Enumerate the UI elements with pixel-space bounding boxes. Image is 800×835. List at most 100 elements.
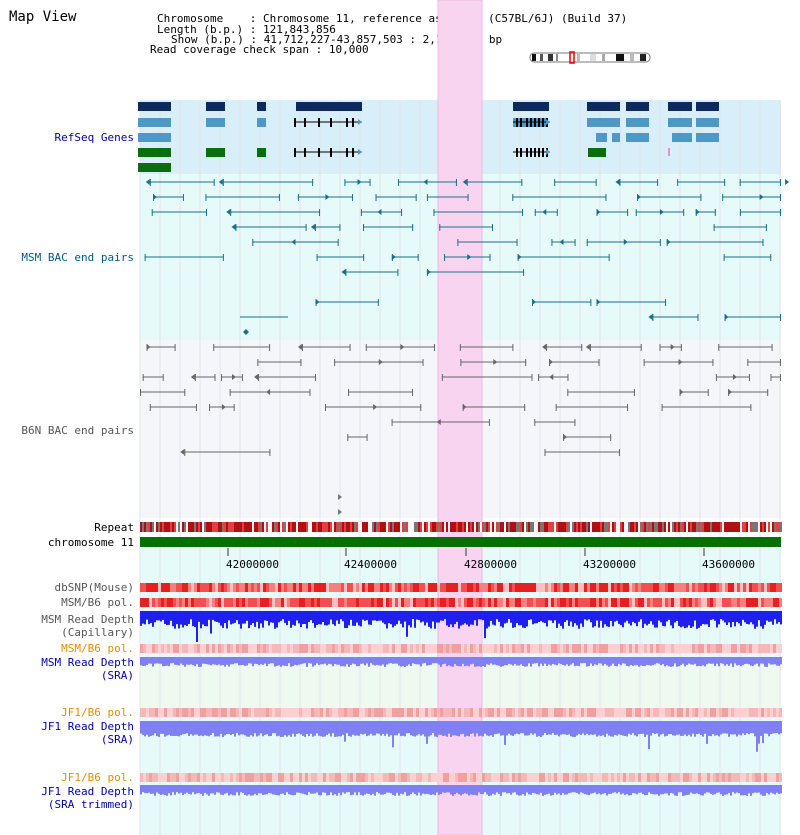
track-label-b6n-bac[interactable]: B6N BAC end pairs bbox=[21, 424, 134, 437]
dbsnp-cell bbox=[170, 583, 173, 592]
msm-b6-pol-1-cell bbox=[311, 598, 314, 607]
msm-depth-sra-bar bbox=[322, 657, 324, 665]
dbsnp-cell bbox=[263, 583, 266, 592]
jf1-b6-pol-1-cell bbox=[320, 708, 323, 717]
msm-depth-sra-bar bbox=[264, 657, 266, 664]
b6n-bac-end-marker bbox=[585, 344, 590, 350]
msm-bac-end-tick bbox=[252, 239, 254, 246]
msm-depth-capillary-bar bbox=[424, 611, 426, 626]
msm-b6-pol-2-cell bbox=[179, 644, 182, 653]
msm-bac-end-tick bbox=[534, 209, 536, 216]
repeat-cell bbox=[448, 522, 450, 532]
jf1-depth-sra-bar bbox=[188, 721, 190, 737]
jf1-depth-trimmed-bar bbox=[560, 785, 562, 796]
msm-depth-capillary-bar bbox=[536, 611, 538, 624]
msm-depth-capillary-bar bbox=[218, 611, 220, 623]
msm-bac-end-marker bbox=[423, 179, 428, 185]
msm-b6-pol-1-cell bbox=[293, 598, 296, 607]
jf1-depth-trimmed-bar bbox=[294, 785, 296, 795]
msm-b6-pol-2-cell bbox=[644, 644, 647, 653]
msm-b6-pol-1-cell bbox=[170, 598, 173, 607]
repeat-cell bbox=[700, 522, 702, 532]
msm-depth-capillary-bar bbox=[186, 611, 188, 626]
msm-b6-pol-2-cell bbox=[389, 644, 392, 653]
msm-depth-sra-bar bbox=[200, 657, 202, 667]
msm-depth-capillary-bar bbox=[550, 611, 552, 621]
msm-depth-sra-bar bbox=[294, 657, 296, 665]
msm-depth-capillary-bar bbox=[762, 611, 764, 629]
gene-exon bbox=[538, 148, 540, 157]
jf1-b6-pol-1-cell bbox=[248, 708, 251, 717]
msm-depth-capillary-bar bbox=[382, 611, 384, 623]
track-label-repeat[interactable]: Repeat bbox=[94, 521, 134, 534]
jf1-depth-sra-bar bbox=[338, 721, 340, 737]
msm-bac-end-marker bbox=[231, 224, 236, 230]
msm-b6-pol-1-cell bbox=[653, 598, 656, 607]
msm-depth-sra-bar bbox=[688, 657, 690, 664]
jf1-b6-pol-2-cell bbox=[371, 773, 374, 782]
msm-depth-sra-bar bbox=[222, 657, 224, 665]
track-label-msm-b6-pol-2[interactable]: MSM/B6 pol. bbox=[61, 642, 134, 655]
dbsnp-cell bbox=[224, 583, 227, 592]
msm-bac-end-tick bbox=[467, 194, 469, 201]
msm-b6-pol-1-cell bbox=[344, 598, 347, 607]
msm-depth-capillary-bar bbox=[726, 611, 728, 626]
jf1-b6-pol-1-cell bbox=[695, 708, 698, 717]
msm-depth-sra-bar bbox=[438, 657, 440, 665]
track-label-chromosome[interactable]: chromosome 11 bbox=[47, 536, 134, 549]
msm-depth-capillary-bar bbox=[248, 611, 250, 629]
jf1-depth-sra-bar bbox=[558, 721, 560, 737]
dbsnp-cell bbox=[455, 583, 458, 592]
jf1-depth-trimmed-bar bbox=[530, 785, 532, 795]
jf1-b6-pol-1-cell bbox=[155, 708, 158, 717]
msm-depth-capillary-bar bbox=[202, 611, 204, 625]
repeat-cell bbox=[314, 522, 316, 532]
jf1-depth-trimmed-bar bbox=[282, 785, 284, 794]
msm-bac-end-marker bbox=[325, 194, 330, 200]
msm-depth-sra-bar bbox=[168, 657, 170, 667]
msm-depth-capillary-bar bbox=[538, 611, 540, 623]
repeat-cell bbox=[636, 522, 638, 532]
msm-depth-capillary-bar bbox=[260, 611, 262, 624]
jf1-depth-sra-bar bbox=[584, 721, 586, 736]
repeat-cell bbox=[320, 522, 322, 532]
jf1-b6-pol-2-cell bbox=[221, 773, 224, 782]
track-label-jf1-b6-pol-1[interactable]: JF1/B6 pol. bbox=[61, 706, 134, 719]
msm-b6-pol-1-cell bbox=[395, 598, 398, 607]
jf1-depth-trimmed-bar bbox=[348, 785, 350, 793]
track-label-msm-bac[interactable]: MSM BAC end pairs bbox=[21, 251, 134, 264]
b6n-bac-end-tick bbox=[728, 389, 730, 396]
repeat-cell bbox=[576, 522, 578, 532]
dbsnp-cell bbox=[545, 583, 548, 592]
jf1-depth-sra-bar bbox=[646, 721, 648, 735]
dbsnp-cell bbox=[641, 583, 644, 592]
jf1-depth-sra-bar bbox=[224, 721, 226, 736]
msm-depth-capillary-bar bbox=[274, 611, 276, 629]
jf1-b6-pol-1-cell bbox=[170, 708, 173, 717]
msm-bac-end-tick bbox=[297, 194, 299, 201]
jf1-depth-trimmed-bar bbox=[232, 785, 234, 796]
track-label-jf1-depth-sra[interactable]: JF1 Read Depth bbox=[41, 720, 134, 733]
track-label-jf1-depth-trimmed[interactable]: JF1 Read Depth bbox=[41, 785, 134, 798]
dbsnp-cell bbox=[386, 583, 389, 592]
jf1-b6-pol-1-cell bbox=[326, 708, 329, 717]
track-label-refseq[interactable]: RefSeq Genes bbox=[54, 131, 134, 144]
msm-depth-capillary-bar bbox=[588, 611, 590, 620]
jf1-b6-pol-2-cell bbox=[536, 773, 539, 782]
track-label-dbsnp[interactable]: dbSNP(Mouse) bbox=[54, 581, 134, 594]
track-label-msm-depth-capillary[interactable]: MSM Read Depth bbox=[41, 613, 134, 626]
repeat-cell bbox=[270, 522, 272, 532]
msm-b6-pol-1-cell bbox=[566, 598, 569, 607]
track-label-msm-depth-sra[interactable]: MSM Read Depth bbox=[41, 656, 134, 669]
msm-b6-pol-1-cell bbox=[317, 598, 320, 607]
jf1-b6-pol-2-cell bbox=[539, 773, 542, 782]
jf1-depth-sra-bar bbox=[512, 721, 514, 737]
track-label-msm-b6-pol-1[interactable]: MSM/B6 pol. bbox=[61, 596, 134, 609]
msm-bac-end-tick bbox=[444, 254, 446, 261]
jf1-depth-trimmed-bar bbox=[564, 785, 566, 795]
track-label-jf1-b6-pol-2[interactable]: JF1/B6 pol. bbox=[61, 771, 134, 784]
msm-depth-sra-bar bbox=[502, 657, 504, 667]
jf1-depth-sra-bar bbox=[614, 721, 616, 735]
msm-depth-sra-bar bbox=[710, 657, 712, 664]
